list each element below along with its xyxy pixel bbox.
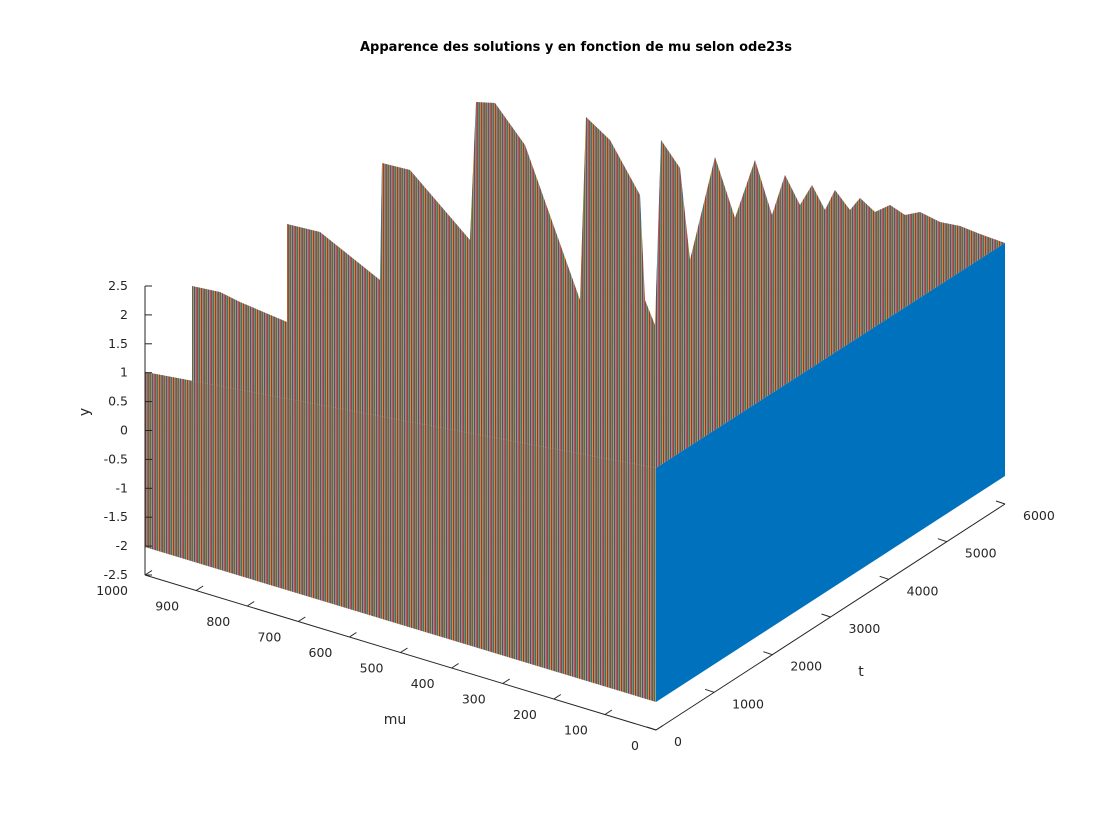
- mu-tick-label: 600: [309, 645, 333, 660]
- mu-tick-label: 900: [155, 599, 179, 614]
- t-ticks: 0 1000 2000 3000 4000 5000 6000: [646, 500, 1055, 749]
- mu-tick-mark: [604, 709, 613, 715]
- t-tick-mark: [646, 726, 657, 731]
- z-tick-label: -0.5: [104, 451, 128, 466]
- mu-tick-label: 500: [360, 661, 384, 676]
- t-tick-label: 5000: [965, 546, 997, 561]
- mu-tick-mark: [451, 663, 459, 669]
- mu-tick-label: 800: [206, 614, 230, 629]
- mu-axis-label: mu: [384, 712, 407, 728]
- mu-tick-mark: [298, 616, 306, 622]
- z-tick-label: -1: [116, 480, 128, 495]
- z-tick-label: 1: [120, 365, 128, 380]
- mu-tick-label: 400: [411, 676, 435, 691]
- z-tick-label: 0: [120, 423, 128, 438]
- z-tick-label: 2.5: [108, 278, 128, 293]
- front-face: [656, 243, 1005, 702]
- z-tick-label: 1.5: [108, 336, 128, 351]
- mu-tick-label: 100: [564, 723, 588, 738]
- mu-tick-mark: [195, 585, 204, 591]
- mu-tick-mark: [502, 678, 510, 684]
- z-tick-label: 0.5: [108, 394, 128, 409]
- z-tick-label: 2: [120, 307, 128, 322]
- z-tick-label: -2.5: [104, 567, 128, 582]
- mu-tick-label: 200: [513, 707, 537, 722]
- t-tick-label: 0: [674, 734, 682, 749]
- t-tick-label: 3000: [849, 621, 881, 636]
- z-tick-label: -2: [116, 538, 128, 553]
- mu-tick-mark: [144, 570, 153, 576]
- t-tick-mark: [937, 538, 947, 543]
- mu-tick-mark: [246, 601, 255, 607]
- mu-tick-mark: [655, 725, 664, 731]
- mu-tick-mark: [400, 647, 408, 653]
- z-ticks: -2.5 -2 -1.5 -1 -0.5 0 0.5 1 1.5 2 2.5: [104, 278, 152, 582]
- waterfall-surface: [145, 102, 1005, 702]
- t-tick-mark: [763, 651, 773, 656]
- t-axis-label: t: [858, 664, 864, 680]
- back-ridge-tint: [145, 102, 1005, 468]
- mu-tick-label: 1000: [96, 583, 128, 598]
- z-tick-label: -1.5: [104, 509, 128, 524]
- mu-tick-label: 300: [462, 692, 486, 707]
- t-tick-mark: [821, 613, 831, 618]
- mu-tick-label: 700: [257, 630, 281, 645]
- left-face-tint: [145, 372, 656, 702]
- axes: -2.5 -2 -1.5 -1 -0.5 0 0.5 1 1.5 2 2.5 0 100 200 300 4…: [77, 278, 1055, 753]
- t-tick-mark: [879, 575, 889, 580]
- z-axis-label: y: [77, 408, 93, 416]
- mu-tick-label: 0: [631, 738, 639, 753]
- mu-tick-mark: [553, 694, 562, 700]
- chart-title: Apparence des solutions y en fonction de…: [360, 40, 792, 55]
- t-tick-mark: [995, 500, 1006, 505]
- mu-ticks: 0 100 200 300 400 500 600 700 800 900 1000: [96, 570, 664, 753]
- t-tick-label: 6000: [1023, 508, 1055, 523]
- mu-tick-mark: [349, 632, 357, 638]
- t-tick-mark: [705, 688, 715, 693]
- t-tick-label: 4000: [907, 583, 939, 598]
- t-tick-label: 2000: [790, 659, 822, 674]
- t-tick-label: 1000: [732, 696, 764, 711]
